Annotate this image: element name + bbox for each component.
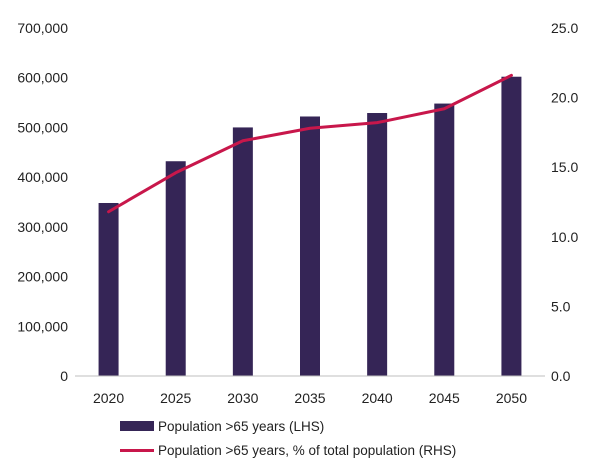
legend: Population >65 years (LHS) Population >6…: [120, 414, 590, 462]
right-tick-label: 5.0: [551, 298, 571, 314]
legend-swatch-bar: [120, 421, 154, 431]
left-tick-label: 500,000: [17, 119, 68, 135]
legend-swatch-line: [120, 448, 154, 452]
bar: [367, 113, 388, 377]
x-tick-label: 2050: [496, 390, 527, 406]
left-tick-label: 200,000: [17, 269, 68, 285]
left-tick-label: 600,000: [17, 70, 68, 86]
left-tick-label: 300,000: [17, 219, 68, 235]
x-tick-label: 2045: [429, 390, 460, 406]
left-tick-label: 400,000: [17, 169, 68, 185]
left-tick-label: 0: [60, 368, 68, 384]
legend-item-line: Population >65 years, % of total populat…: [120, 438, 590, 462]
bar: [434, 103, 455, 377]
right-tick-label: 15.0: [551, 159, 578, 175]
left-tick-label: 100,000: [17, 318, 68, 334]
x-axis: 2020 2025 2030 2035 2040 2045 2050: [93, 390, 527, 406]
bar-series: [98, 76, 522, 377]
left-tick-label: 700,000: [17, 20, 68, 36]
left-axis: 0 100,000 200,000 300,000 400,000 500,000 600,…: [17, 20, 68, 384]
x-tick-label: 2030: [227, 390, 258, 406]
x-tick-label: 2025: [160, 390, 191, 406]
right-axis: 0.0 5.0 10.0 15.0 20.0 25.0: [551, 20, 578, 384]
legend-item-bars: Population >65 years (LHS): [120, 414, 590, 438]
right-tick-label: 20.0: [551, 90, 578, 106]
x-tick-label: 2040: [362, 390, 393, 406]
bar: [165, 161, 186, 376]
legend-label-bars: Population >65 years (LHS): [158, 418, 325, 434]
bar: [501, 76, 522, 376]
right-tick-label: 10.0: [551, 229, 578, 245]
right-tick-label: 25.0: [551, 20, 578, 36]
bar: [300, 116, 320, 377]
x-tick-label: 2020: [93, 390, 124, 406]
legend-label-line: Population >65 years, % of total populat…: [158, 442, 457, 458]
bar: [232, 127, 253, 376]
line-series: [107, 73, 513, 214]
x-tick-label: 2035: [294, 390, 325, 406]
bar: [98, 202, 119, 376]
right-tick-label: 0.0: [551, 368, 571, 384]
